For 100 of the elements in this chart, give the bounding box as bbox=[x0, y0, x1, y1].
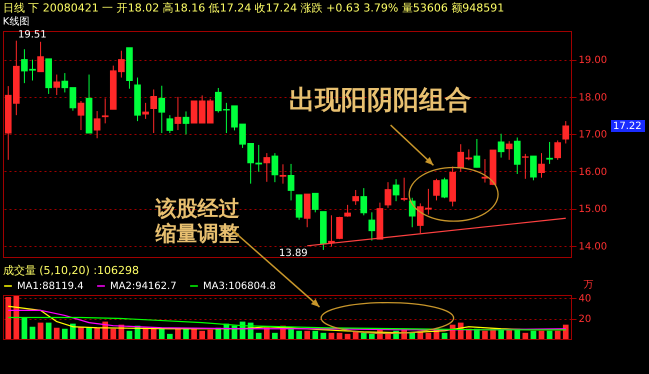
candlestick bbox=[272, 152, 278, 183]
bar bbox=[336, 332, 342, 339]
bar bbox=[296, 330, 302, 339]
candlestick bbox=[506, 140, 513, 160]
bar bbox=[175, 328, 181, 339]
candlestick bbox=[474, 138, 480, 168]
bar bbox=[442, 332, 448, 339]
bar bbox=[554, 330, 560, 339]
bar bbox=[62, 328, 68, 339]
bar bbox=[369, 334, 375, 339]
chart-subtitle: K线图 bbox=[2, 16, 30, 28]
bar bbox=[304, 330, 310, 339]
candlestick bbox=[142, 102, 149, 120]
candlestick bbox=[433, 178, 440, 201]
line-series bbox=[8, 310, 566, 330]
bar bbox=[320, 332, 326, 339]
candlestick bbox=[546, 141, 553, 164]
y-axis-title: 万 bbox=[584, 280, 594, 290]
y-tick-label: 14.00 bbox=[578, 241, 608, 252]
bar bbox=[167, 334, 173, 339]
bar bbox=[482, 330, 488, 339]
bar bbox=[272, 332, 278, 339]
y-tick-label: 18.00 bbox=[578, 92, 608, 104]
y-tick-label: 40 bbox=[578, 294, 592, 305]
bar bbox=[110, 328, 116, 339]
candlestick bbox=[37, 41, 44, 72]
candlestick bbox=[400, 177, 408, 202]
candlestick bbox=[166, 114, 174, 134]
candlestick bbox=[392, 178, 400, 202]
bar bbox=[522, 332, 528, 339]
bar bbox=[207, 330, 214, 339]
bar bbox=[312, 330, 318, 339]
bar bbox=[385, 334, 391, 339]
candlestick bbox=[514, 136, 521, 174]
candlestick bbox=[288, 163, 294, 201]
candlestick bbox=[538, 152, 545, 178]
candlestick bbox=[562, 120, 570, 144]
bar bbox=[328, 332, 334, 339]
bar bbox=[70, 324, 76, 339]
bar bbox=[46, 322, 52, 339]
bar bbox=[409, 332, 416, 339]
candlestick bbox=[78, 100, 84, 131]
candlestick bbox=[280, 164, 286, 184]
y-tick-label: 15.00 bbox=[578, 204, 608, 216]
candlestick bbox=[344, 204, 351, 218]
candlestick bbox=[368, 212, 376, 242]
bar bbox=[426, 332, 432, 339]
candlestick bbox=[174, 96, 182, 131]
bar bbox=[498, 330, 504, 339]
bar bbox=[142, 328, 148, 339]
bar bbox=[54, 328, 60, 339]
candlestick bbox=[296, 194, 302, 220]
bar bbox=[38, 322, 44, 339]
bar bbox=[94, 328, 100, 339]
candlestick bbox=[94, 110, 100, 139]
bar bbox=[78, 326, 84, 339]
bar bbox=[5, 297, 12, 339]
annotation: 该股经过缩量调整 bbox=[154, 196, 241, 246]
annotation: 13.89 bbox=[279, 248, 308, 259]
text: 17.22 bbox=[613, 120, 642, 132]
bar bbox=[158, 328, 165, 339]
candlestick bbox=[150, 88, 158, 134]
candlestick bbox=[554, 140, 561, 160]
candlestick bbox=[441, 177, 448, 199]
y-tick-label: 16.00 bbox=[578, 166, 608, 178]
candlestick bbox=[384, 182, 392, 208]
line-series bbox=[8, 316, 566, 330]
bar bbox=[288, 328, 294, 339]
candlestick bbox=[498, 133, 504, 158]
bar bbox=[199, 330, 205, 339]
candlestick bbox=[53, 74, 60, 96]
y-tick-label: 20 bbox=[578, 314, 592, 326]
chart-title: 日线 下 20080421 一 开18.02 高18.16 低17.24 收17.24 涨跌 +0.63 3.79% 量53606 额948591 bbox=[2, 2, 504, 15]
legend-label: MA3:106804.8 bbox=[203, 281, 276, 292]
bar bbox=[86, 328, 92, 339]
candlestick bbox=[312, 192, 319, 213]
bar bbox=[530, 330, 536, 339]
y-tick-label: 17.00 bbox=[578, 130, 608, 141]
candlestick bbox=[360, 188, 368, 216]
bar bbox=[506, 330, 512, 339]
chart-title: 成交量 (5,10,20) :106298 bbox=[2, 264, 140, 277]
candlestick bbox=[352, 189, 360, 206]
annotation: 出现阳阴阳组合 bbox=[289, 85, 472, 116]
bar bbox=[126, 330, 132, 339]
bar bbox=[538, 330, 544, 339]
annotation: 19.51 bbox=[18, 30, 47, 41]
bar bbox=[546, 330, 552, 339]
bar bbox=[360, 332, 367, 339]
bar bbox=[256, 332, 262, 339]
bar bbox=[344, 334, 350, 339]
bar bbox=[562, 324, 569, 339]
bar bbox=[30, 326, 36, 339]
legend-label: MA2:94162.7 bbox=[110, 281, 177, 292]
candlestick bbox=[158, 85, 166, 134]
y-tick-label: 19.00 bbox=[578, 55, 608, 66]
legend-label: MA1:88119.4 bbox=[17, 281, 84, 292]
candlestick bbox=[530, 156, 537, 181]
candlestick bbox=[182, 110, 190, 136]
candlestick bbox=[102, 98, 109, 124]
candlestick bbox=[263, 152, 270, 182]
